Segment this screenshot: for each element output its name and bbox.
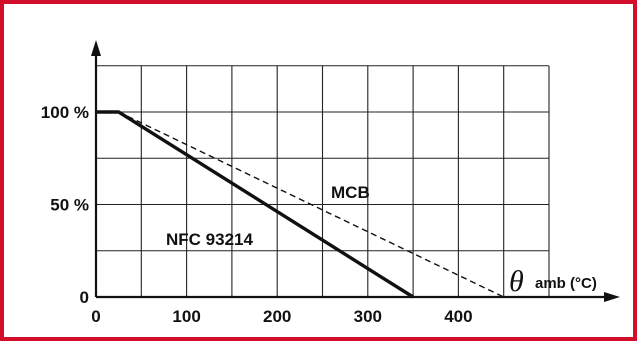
axes — [91, 40, 620, 302]
x-tick-label: 0 — [91, 307, 100, 326]
x-tick-label: 400 — [444, 307, 472, 326]
x-axis-label-text: amb (°C) — [535, 275, 597, 292]
derating-chart: 0 100 200 300 400 0 50 % 100 % NFC 93214 MCB θ amb … — [41, 40, 620, 326]
series-line-mcb — [118, 111, 505, 298]
x-tick-label: 300 — [354, 307, 382, 326]
x-tick-label: 200 — [263, 307, 291, 326]
x-axis-arrow — [604, 292, 620, 302]
x-tick-label: 100 — [172, 307, 200, 326]
grid — [96, 65, 550, 297]
y-tick-label: 50 % — [50, 196, 89, 215]
series-label-nfc-93214: NFC 93214 — [166, 230, 253, 249]
y-tick-label: 100 % — [41, 103, 89, 122]
y-tick-label: 0 — [80, 288, 89, 307]
series — [96, 110, 505, 299]
x-axis-label-symbol: θ — [509, 265, 524, 298]
labels: 0 100 200 300 400 0 50 % 100 % NFC 93214 MCB θ amb … — [41, 103, 597, 326]
series-label-mcb: MCB — [331, 183, 370, 202]
y-axis-arrow — [91, 40, 101, 56]
